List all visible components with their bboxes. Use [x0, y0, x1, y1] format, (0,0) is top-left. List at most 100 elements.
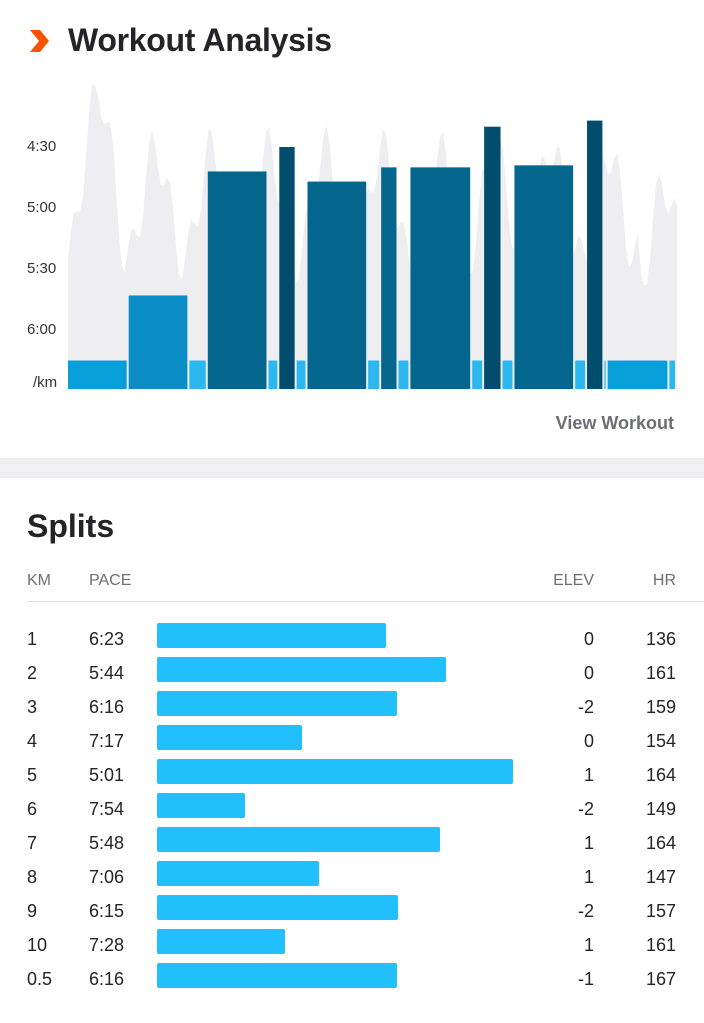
chevron-right-icon [30, 29, 49, 52]
split-elev: -1 [577, 969, 594, 989]
lap-bar-11[interactable] [398, 360, 409, 389]
split-pace: 7:54 [89, 799, 125, 819]
lap-bar-18[interactable] [587, 120, 603, 389]
split-row[interactable]: 2 5:44 0 161 [0, 657, 704, 691]
y-axis-label: 5:00 [27, 199, 56, 216]
lap-bar-3[interactable] [189, 360, 206, 389]
lap-bar-14[interactable] [484, 126, 501, 389]
split-hr: 149 [645, 799, 676, 819]
lap-bar-19[interactable] [604, 360, 606, 389]
split-pace: 7:17 [89, 731, 125, 751]
split-row[interactable]: 9 6:15 -2 157 [0, 895, 704, 929]
split-pace: 5:01 [89, 765, 125, 785]
split-pace-bar [157, 759, 513, 784]
y-axis-label: 4:30 [27, 138, 56, 155]
split-pace: 6:16 [89, 969, 125, 989]
header-divider [27, 601, 704, 602]
split-pace: 6:23 [89, 629, 125, 649]
column-header-pace: PACE [89, 572, 132, 589]
split-pace-bar [157, 861, 320, 886]
lap-bar-5[interactable] [268, 360, 278, 389]
split-pace-bar [157, 691, 397, 716]
split-km: 6 [27, 799, 38, 819]
split-row[interactable]: 10 7:28 1 161 [0, 929, 704, 963]
split-pace-bar [157, 895, 399, 920]
split-hr: 159 [645, 697, 676, 717]
split-pace: 5:48 [89, 833, 125, 853]
split-elev: -2 [577, 901, 594, 921]
split-km: 9 [27, 901, 38, 921]
split-row[interactable]: 1 6:23 0 136 [0, 623, 704, 657]
split-hr: 154 [645, 731, 676, 751]
split-km: 4 [27, 731, 38, 751]
split-pace: 6:15 [89, 901, 125, 921]
split-row[interactable]: 6 7:54 -2 149 [0, 793, 704, 827]
split-row[interactable]: 3 6:16 -2 159 [0, 691, 704, 725]
split-pace-bar [157, 657, 447, 682]
lap-bar-17[interactable] [575, 360, 586, 389]
splits-title: Splits [27, 508, 115, 544]
split-elev: 0 [583, 629, 594, 649]
lap-bar-10[interactable] [381, 167, 397, 389]
split-row[interactable]: 8 7:06 1 147 [0, 861, 704, 895]
split-pace: 7:06 [89, 867, 125, 887]
lap-bar-16[interactable] [514, 165, 574, 389]
split-pace: 6:16 [89, 697, 125, 717]
y-axis-label: /km [33, 374, 57, 391]
section-header: Workout Analysis [28, 22, 332, 59]
lap-bar-8[interactable] [307, 181, 367, 389]
split-hr: 157 [645, 901, 676, 921]
split-hr: 167 [645, 969, 676, 989]
column-header-hr: HR [652, 572, 676, 589]
section-title: Workout Analysis [68, 22, 332, 58]
section-divider [0, 458, 704, 478]
pace-chart[interactable]: 4:30 5:00 5:30 6:00/km [0, 70, 704, 400]
lap-bar-1[interactable] [68, 360, 127, 389]
split-pace-bar [157, 929, 286, 954]
lap-bar-20[interactable] [607, 360, 668, 389]
column-header-elev: ELEV [553, 572, 594, 589]
split-elev: 0 [583, 663, 594, 683]
lap-bar-13[interactable] [472, 360, 483, 389]
split-elev: -2 [577, 697, 594, 717]
split-km: 0.5 [27, 969, 53, 989]
lap-bar-21[interactable] [669, 360, 675, 389]
split-elev: 1 [583, 935, 594, 955]
lap-bar-2[interactable] [128, 295, 188, 389]
split-hr: 164 [645, 765, 676, 785]
split-row[interactable]: 4 7:17 0 154 [0, 725, 704, 759]
split-hr: 147 [645, 867, 676, 887]
split-row[interactable]: 0.5 6:16 -1 167 [0, 963, 704, 997]
split-km: 8 [27, 867, 38, 887]
split-pace-bar [157, 623, 386, 648]
lap-bar-6[interactable] [279, 147, 295, 389]
split-hr: 164 [645, 833, 676, 853]
split-km: 10 [27, 935, 48, 955]
column-header-km: KM [27, 572, 51, 589]
split-km: 2 [27, 663, 38, 683]
split-row[interactable]: 5 5:01 1 164 [0, 759, 704, 793]
lap-bar-7[interactable] [296, 360, 306, 389]
split-elev: 1 [583, 765, 594, 785]
lap-bar-9[interactable] [368, 360, 380, 389]
split-hr: 161 [645, 663, 676, 683]
split-pace-bar [157, 963, 397, 988]
split-elev: 0 [583, 731, 594, 751]
split-elev: 1 [583, 867, 594, 887]
view-workout-link[interactable]: View Workout [555, 413, 674, 433]
lap-bar-12[interactable] [410, 167, 471, 389]
lap-bar-4[interactable] [207, 171, 267, 389]
y-axis-label: 6:00 [27, 321, 56, 338]
split-km: 3 [27, 697, 38, 717]
split-pace-bar [157, 827, 441, 852]
split-pace: 5:44 [89, 663, 125, 683]
split-row[interactable]: 7 5:48 1 164 [0, 827, 704, 861]
split-elev: -2 [577, 799, 594, 819]
split-km: 7 [27, 833, 38, 853]
split-pace-bar [157, 725, 303, 750]
split-km: 5 [27, 765, 38, 785]
split-km: 1 [27, 629, 38, 649]
lap-bar-15[interactable] [502, 360, 513, 389]
y-axis-label: 5:30 [27, 260, 56, 277]
split-hr: 161 [645, 935, 676, 955]
